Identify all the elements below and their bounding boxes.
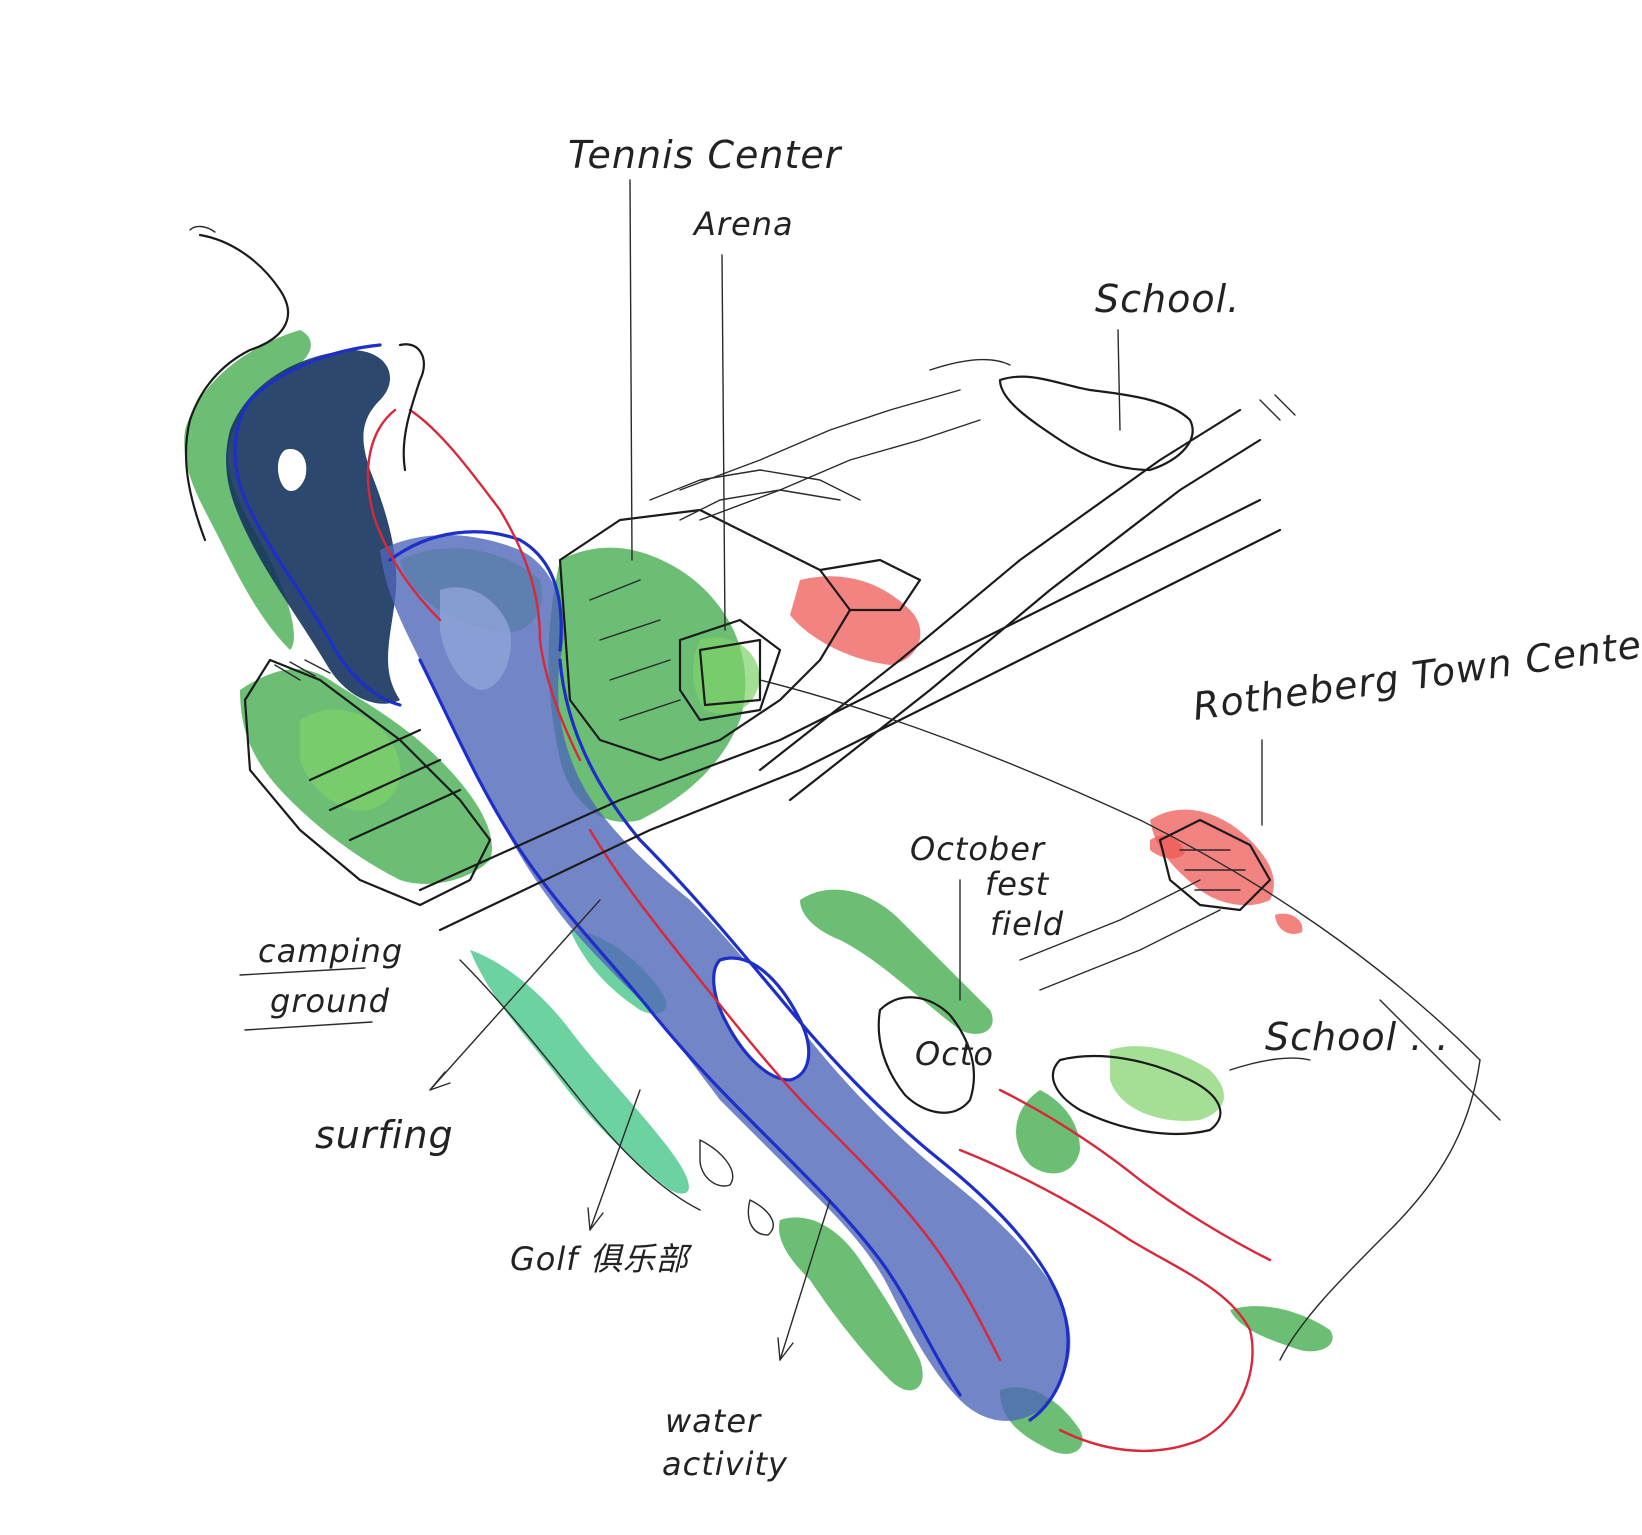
label-golf-club: Golf 俱乐部 bbox=[510, 1240, 693, 1278]
label-october-fest-field-line3: field bbox=[990, 905, 1064, 943]
label-rotheberg-town-center: Rotheberg Town Center bbox=[1190, 620, 1642, 729]
label-tennis-center: Tennis Center bbox=[568, 133, 843, 177]
label-school-east: School . . bbox=[1265, 1015, 1449, 1059]
roads-and-buildings bbox=[184, 179, 1501, 1361]
label-surfing: surfing bbox=[315, 1113, 454, 1157]
label-october-small: Octo bbox=[915, 1035, 994, 1073]
label-camping-ground-line1: camping bbox=[258, 932, 403, 970]
label-october-fest-field-line1: October bbox=[910, 830, 1046, 868]
label-arena: Arena bbox=[692, 205, 794, 243]
label-october-fest-field-line2: fest bbox=[985, 865, 1050, 903]
label-water-activity-line2: activity bbox=[662, 1445, 788, 1483]
label-camping-ground-line2: ground bbox=[270, 982, 390, 1020]
red-boundary-lines bbox=[366, 408, 1272, 1453]
label-water-activity-line1: water bbox=[665, 1402, 762, 1440]
town-center-area bbox=[790, 576, 1303, 935]
label-school-north: School. bbox=[1095, 277, 1240, 321]
